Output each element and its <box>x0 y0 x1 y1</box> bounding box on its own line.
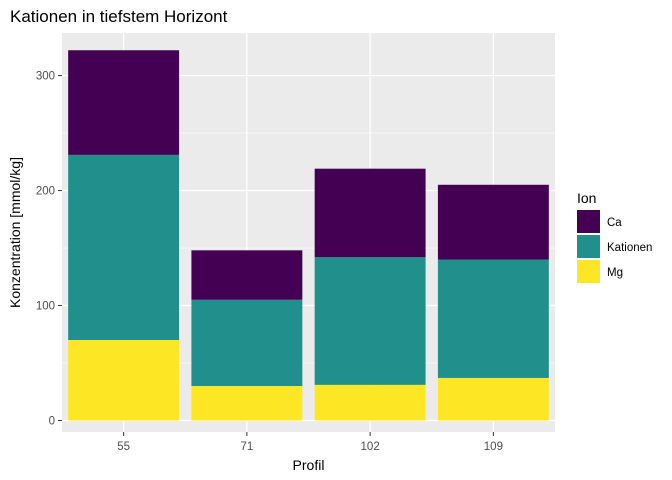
bar-kationen-71 <box>191 299 303 387</box>
legend-key-mg <box>577 260 600 283</box>
x-tick-label: 102 <box>361 441 380 453</box>
bar-mg-55 <box>68 340 180 421</box>
y-axis-title: Konzentration [mmol/kg] <box>7 157 23 308</box>
x-axis: 55 71 102 109 <box>117 432 503 453</box>
bar-mg-102 <box>314 384 426 421</box>
legend-label-ca: Ca <box>607 217 622 229</box>
bar-kationen-102 <box>314 257 426 385</box>
legend-key-kationen <box>577 235 600 258</box>
x-tick-label: 55 <box>117 441 130 453</box>
chart-title: Kationen in tiefstem Horizont <box>10 7 228 26</box>
legend-label-mg: Mg <box>607 267 623 279</box>
y-tick-label: 200 <box>36 186 55 198</box>
legend-key-ca <box>577 210 600 233</box>
x-axis-title: Profil <box>293 457 325 473</box>
legend-title: Ion <box>577 190 596 206</box>
legend-label-kationen: Kationen <box>607 242 652 254</box>
bar-mg-71 <box>191 386 303 421</box>
bar-ca-55 <box>68 50 180 155</box>
bar-kationen-109 <box>437 259 549 378</box>
x-tick-label: 109 <box>484 441 503 453</box>
bar-kationen-55 <box>68 154 180 341</box>
y-tick-label: 0 <box>49 416 55 428</box>
y-tick-label: 100 <box>36 301 55 313</box>
y-axis: 0 100 200 300 <box>36 71 62 428</box>
bar-ca-109 <box>437 184 549 260</box>
legend: Ion Ca Kationen Mg <box>577 190 652 283</box>
x-tick-label: 71 <box>240 441 253 453</box>
bar-ca-102 <box>314 168 426 258</box>
bar-mg-109 <box>437 377 549 421</box>
bar-ca-71 <box>191 250 303 300</box>
bars <box>68 50 549 421</box>
y-tick-label: 300 <box>36 71 55 83</box>
